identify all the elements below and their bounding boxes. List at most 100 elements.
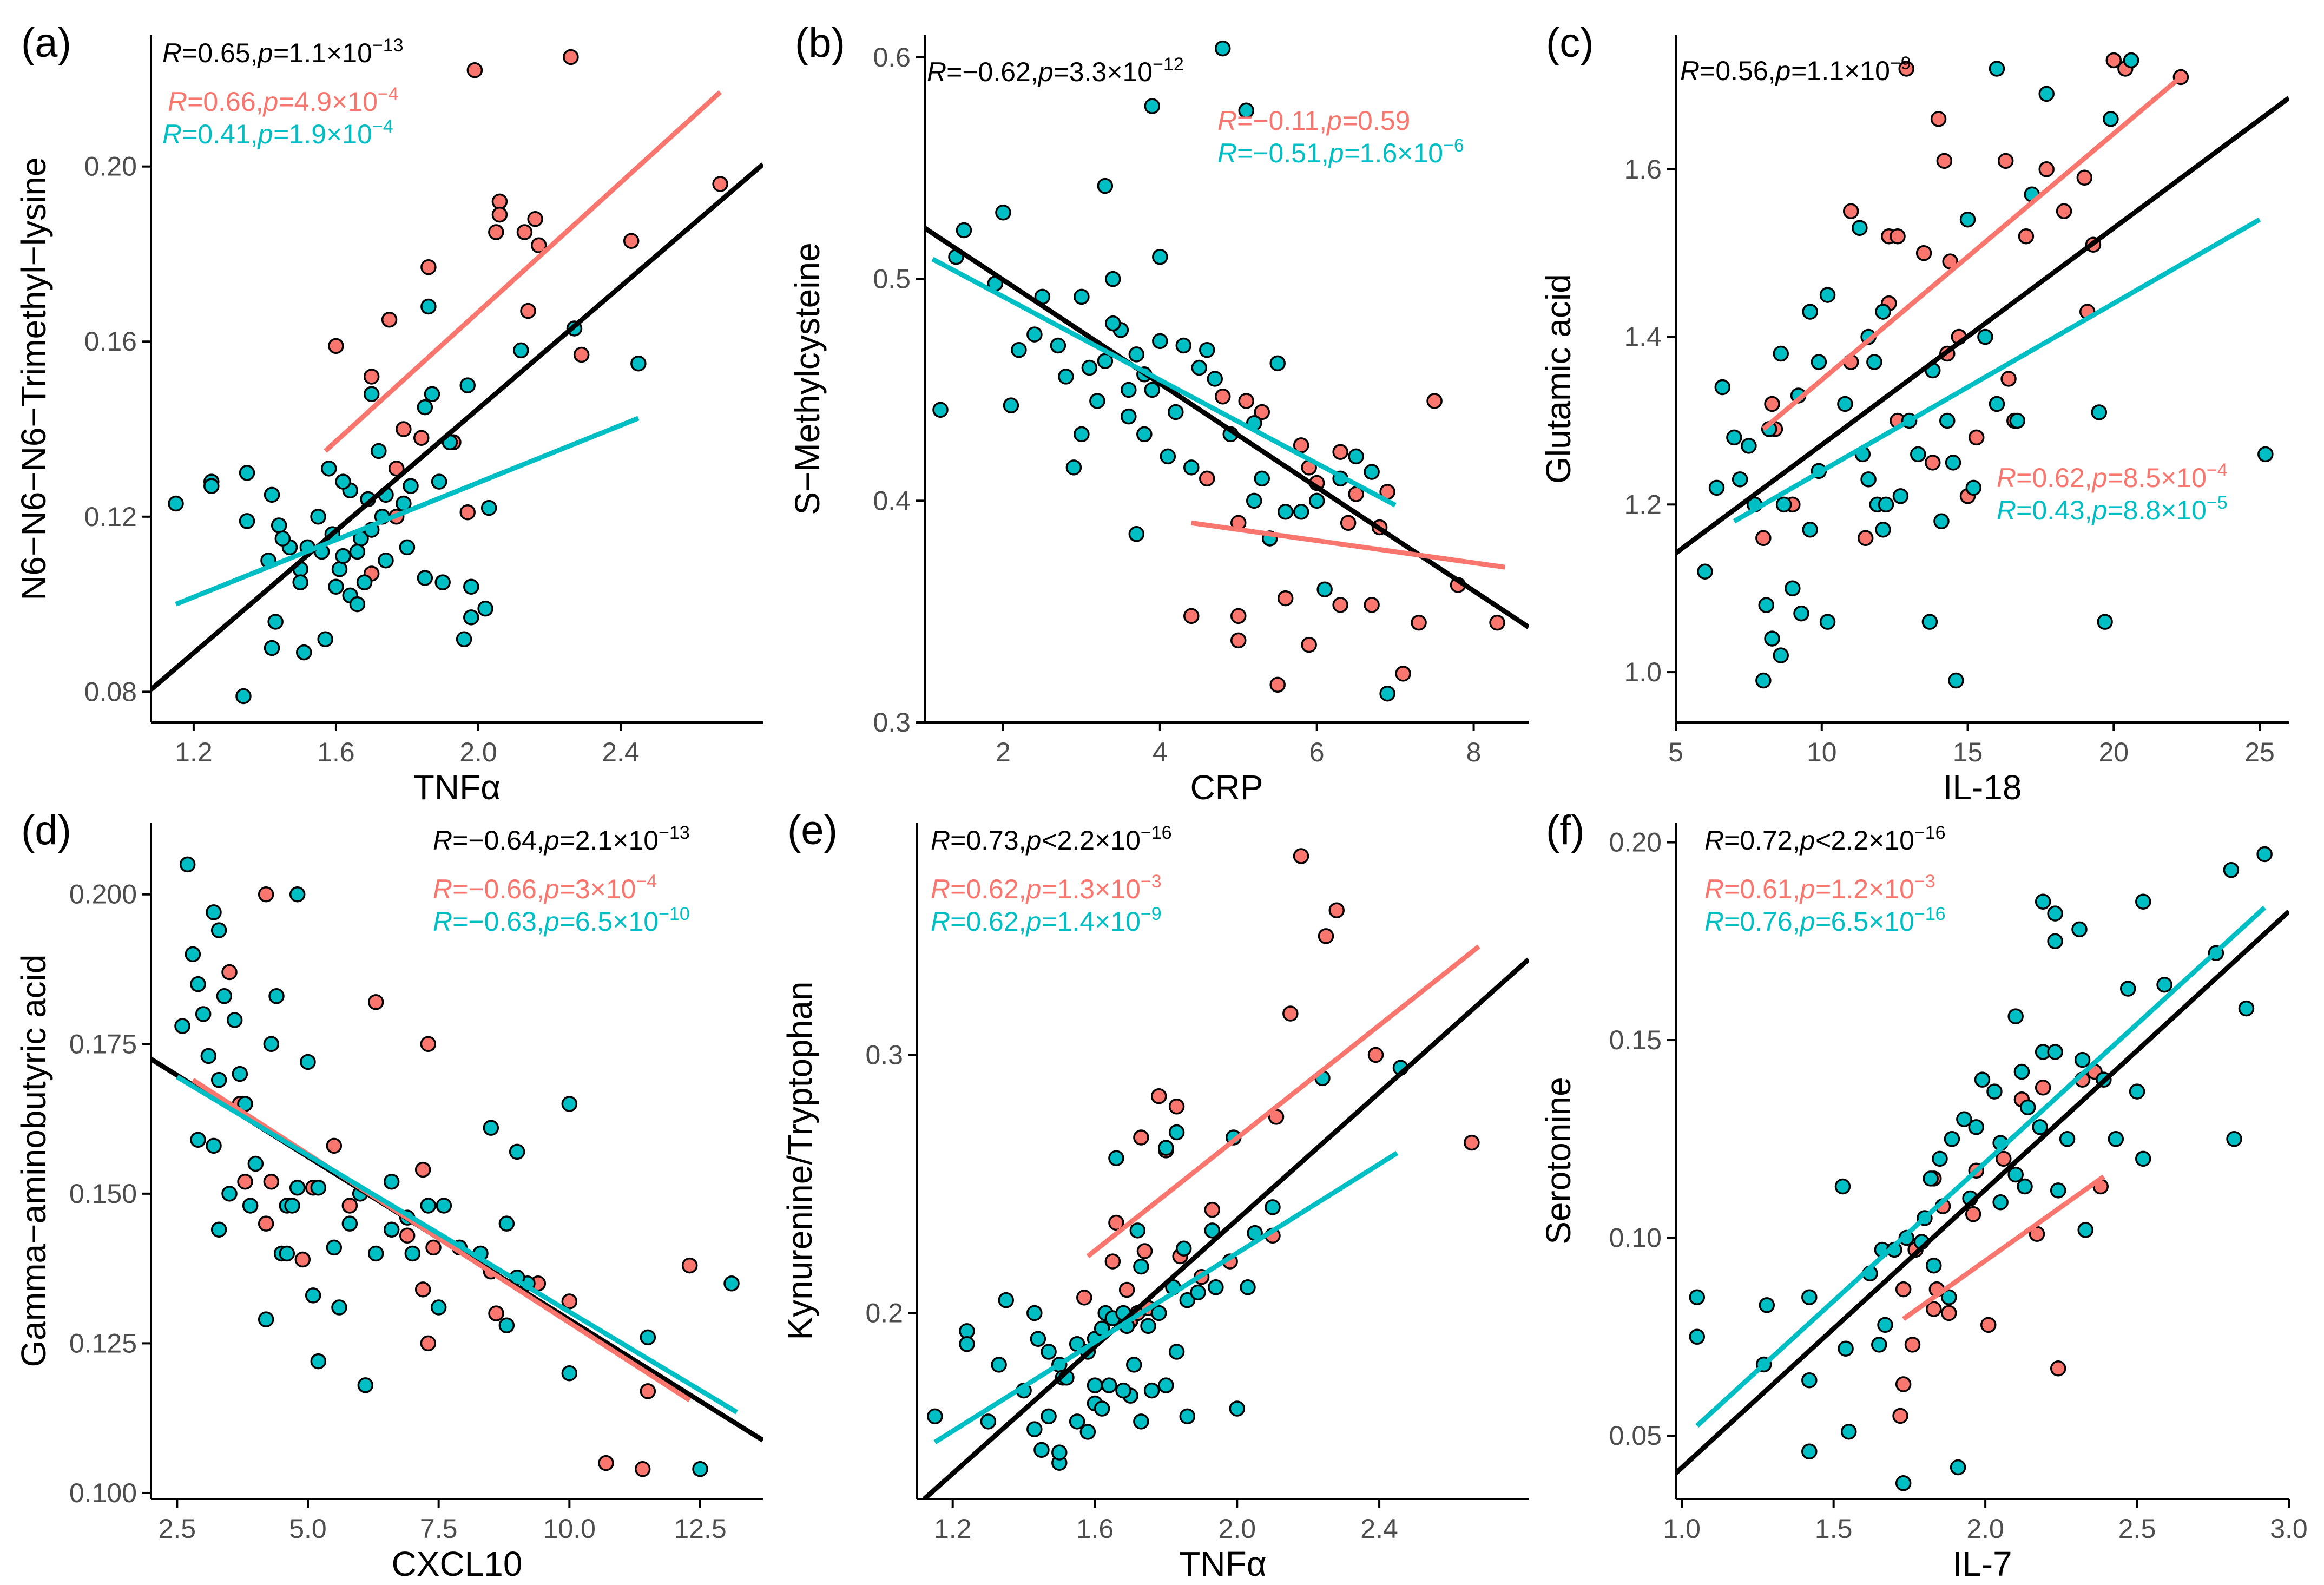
group1-point — [1301, 636, 1317, 653]
points-layer — [174, 856, 740, 1477]
group1-point — [1489, 614, 1505, 631]
group2-point — [1150, 1305, 1167, 1321]
group2-point — [1204, 1222, 1221, 1239]
points-layer — [932, 40, 1505, 702]
group1-point — [561, 1293, 578, 1310]
group2-point — [1128, 526, 1145, 542]
group2-point — [1003, 397, 1019, 413]
panel-d: 2.5 5.0 7.5 10.0 12.5 0.100 0.125 0.150 0.175 0.2… — [14, 807, 763, 1583]
group1-point — [1464, 1134, 1480, 1151]
x-tick-label: 2.0 — [1219, 1514, 1256, 1544]
y-tick-label: 0.05 — [1609, 1420, 1662, 1451]
group2-point — [1215, 40, 1231, 57]
group2-point — [2019, 1099, 2036, 1116]
group2-point — [221, 1186, 238, 1202]
group1-point — [712, 176, 728, 192]
group1-point — [221, 964, 238, 981]
group2-point — [1741, 438, 1757, 454]
group1-point — [1764, 396, 1780, 412]
group2-point — [242, 1198, 259, 1214]
group2-point — [1081, 359, 1098, 376]
group1-point — [1842, 203, 1859, 219]
y-tick-label: 0.200 — [69, 879, 137, 910]
y-axis-label: S−Methylcysteine — [788, 242, 827, 515]
group2-point — [1986, 1083, 2003, 1100]
fit-layer — [151, 90, 763, 692]
group2-point — [1837, 396, 1853, 412]
all-annotation: R=−0.64,p=2.1×10−13 — [433, 823, 690, 856]
group2-point — [1764, 630, 1780, 647]
group1-point — [1367, 1047, 1384, 1063]
group2-fit-line — [933, 1150, 1399, 1444]
group2-point — [1793, 605, 1809, 622]
group2-point — [1892, 488, 1909, 504]
group1-point — [1968, 429, 1985, 446]
group1-point — [388, 461, 405, 477]
group1-point — [258, 1215, 274, 1232]
x-tick-label: 1.5 — [1815, 1514, 1853, 1544]
group2-point — [2013, 1063, 2030, 1080]
group2-point — [932, 402, 949, 418]
y-tick-label: 0.150 — [69, 1179, 137, 1209]
group2-point — [1121, 408, 1137, 425]
group2-point — [1065, 459, 1082, 476]
group2-point — [326, 1239, 343, 1256]
group2-point — [2047, 933, 2063, 950]
y-tick-label: 0.175 — [69, 1029, 137, 1059]
group2-point — [1168, 404, 1184, 420]
group1-point — [1293, 437, 1309, 453]
group2-point — [216, 988, 233, 1004]
group2-point — [1207, 371, 1223, 387]
group2-point — [1133, 1258, 1149, 1275]
group2-point — [1238, 102, 1254, 119]
group1-point — [1332, 597, 1348, 613]
group1-point — [530, 237, 547, 254]
group1-point — [420, 1335, 437, 1352]
x-tick-label: 7.5 — [420, 1514, 458, 1544]
group1-fit-line — [1902, 1174, 2105, 1321]
group1-point — [1857, 530, 1874, 547]
group1-point — [1204, 1201, 1221, 1218]
group2-point — [310, 1353, 327, 1370]
group1-point — [1136, 1243, 1153, 1259]
group2-point — [1819, 287, 1836, 303]
group1-point — [1108, 1214, 1124, 1231]
group2-point — [1801, 1289, 1818, 1305]
y-tick-label: 0.20 — [1609, 827, 1662, 858]
group1-annotation: R=−0.11,p=0.59 — [1217, 106, 1410, 136]
group2-point — [367, 1245, 384, 1262]
group1-point — [1898, 61, 1914, 77]
x-tick-label: 1.6 — [1076, 1514, 1114, 1544]
group2-point — [2256, 846, 2273, 863]
group2-point — [1175, 1240, 1192, 1257]
x-tick-label: 1.2 — [175, 737, 213, 767]
all-fit-line — [151, 162, 763, 692]
group1-point — [1895, 1281, 1912, 1298]
y-tick-label: 0.5 — [873, 264, 911, 294]
group2-fit-line — [1733, 217, 2261, 524]
group1-point — [1936, 153, 1953, 169]
group2-point — [331, 561, 348, 577]
group1-fit-line — [191, 1077, 692, 1403]
group2-point — [263, 1036, 280, 1053]
group2-point — [2238, 1000, 2255, 1017]
x-tick-label: 10.0 — [543, 1514, 596, 1544]
group2-point — [383, 1173, 400, 1190]
group1-point — [399, 1227, 416, 1244]
group2-point — [1089, 393, 1105, 409]
group2-point — [1265, 1199, 1281, 1215]
group2-point — [1308, 492, 1325, 509]
group2-point — [1041, 1344, 1057, 1360]
group1-point — [1199, 470, 1215, 487]
group2-point — [1840, 1423, 1857, 1440]
group2-point — [1168, 1344, 1185, 1360]
y-tick-label: 0.20 — [84, 152, 137, 182]
group1-point — [367, 994, 384, 1010]
group2-point — [1726, 429, 1742, 446]
group1-point — [328, 338, 344, 354]
x-tick-label: 6 — [1309, 737, 1325, 767]
group2-point — [2038, 86, 2055, 102]
group2-point — [1033, 1442, 1050, 1458]
group2-point — [509, 1143, 525, 1160]
group2-point — [247, 1155, 264, 1172]
